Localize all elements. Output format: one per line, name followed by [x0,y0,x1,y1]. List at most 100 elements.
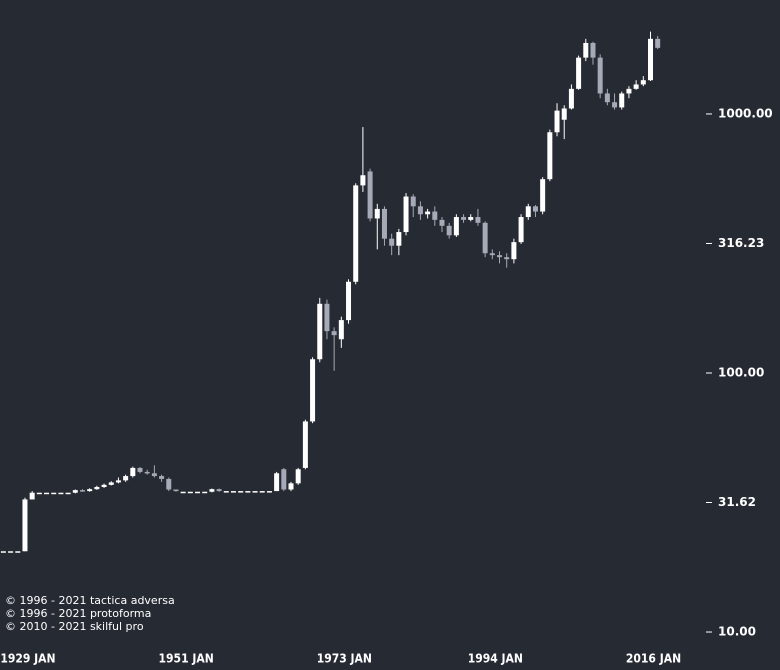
candle-body [180,491,186,494]
candle-body [324,303,330,332]
candle-body [525,206,531,218]
candle-body [0,551,6,553]
candle-body [144,471,150,474]
candle-body [511,242,517,260]
candle-body [597,57,603,94]
y-tick-label: 31.62 [718,495,756,509]
candle-body [252,491,258,493]
candle-body [432,211,438,220]
candle-body [223,491,229,493]
candle-body [202,491,208,494]
candle-body [29,492,35,500]
candle-body [317,303,323,360]
candle-body [367,171,373,219]
candle-body [453,217,459,236]
candle-body [403,196,409,233]
candle-body [15,551,21,553]
candle-body [209,489,215,492]
candle-body [8,551,14,553]
candle-body [79,490,85,492]
candle-body [173,489,179,492]
candle-body [353,185,359,282]
x-tick-label: 2016 JAN [626,652,681,666]
x-tick-label: 1973 JAN [317,652,372,666]
candle-body [22,499,28,552]
candle-body [389,238,395,246]
candle-body [187,491,193,494]
candle-body [396,232,402,246]
candle-body [532,206,538,212]
candle-body [274,473,280,492]
candle-body [633,84,639,89]
candle-body [612,102,618,108]
y-tick-label: 10.00 [718,625,756,639]
candle-body [446,225,452,236]
credit: © 1996 - 2021 tactica adversa [5,594,175,607]
candle-body [640,80,646,85]
candle-body [655,38,661,48]
candle-body [410,196,416,207]
candle-body [36,492,42,495]
credit: © 2010 - 2021 skilful pro [5,620,144,633]
candle-body [604,93,610,103]
x-tick-label: 1929 JAN [0,652,55,666]
candle-body [130,467,136,477]
y-tick-label: 100.00 [718,365,764,379]
candle-body [425,211,431,215]
candle-body [497,255,503,258]
candle-body [101,484,107,487]
candle-body [137,467,143,472]
candle-body [302,421,308,468]
candle-body [72,490,78,493]
candle-body [195,491,201,494]
y-tick-label: 1000.00 [718,106,773,120]
candle-body [504,257,510,260]
candle-body [288,483,294,490]
candle-body [568,88,574,109]
candle-body [547,132,553,180]
candle-body [331,331,337,336]
candle-body [475,217,481,223]
candle-body [245,491,251,493]
candle-body [151,473,157,477]
candle-body [338,320,344,340]
candle-body [58,492,64,495]
candle-body [626,88,632,94]
candle-body [417,206,423,215]
candle-body [540,179,546,212]
candle-body [94,486,100,490]
candle-body [87,489,93,492]
candle-body [44,492,50,495]
candle-body [310,359,316,422]
candle-body [619,93,625,108]
candle-body [576,57,582,89]
candle-body [468,217,474,220]
candle-body [461,217,467,220]
candle-body [554,110,560,133]
candle-body [374,208,380,219]
candle-body [360,175,366,186]
x-tick-label: 1994 JAN [468,652,523,666]
candle-body [238,491,244,493]
candle-body [159,476,165,479]
candle-body [482,222,488,254]
candle-body [583,42,589,58]
candle-body [259,491,265,493]
credit: © 1996 - 2021 protoforma [5,607,151,620]
candle-body [115,480,121,483]
candle-body [108,482,114,485]
candle-body [648,38,653,81]
y-tick-label: 316.23 [718,236,764,250]
candle-body [123,476,129,481]
candle-body [281,469,287,490]
x-tick-label: 1951 JAN [159,652,214,666]
candle-body [216,489,222,492]
candle-body [51,492,57,495]
candle-body [65,492,71,495]
candle-body [489,253,495,256]
candle-body [561,108,567,120]
candle-body [590,42,596,58]
candle-body [518,217,524,243]
